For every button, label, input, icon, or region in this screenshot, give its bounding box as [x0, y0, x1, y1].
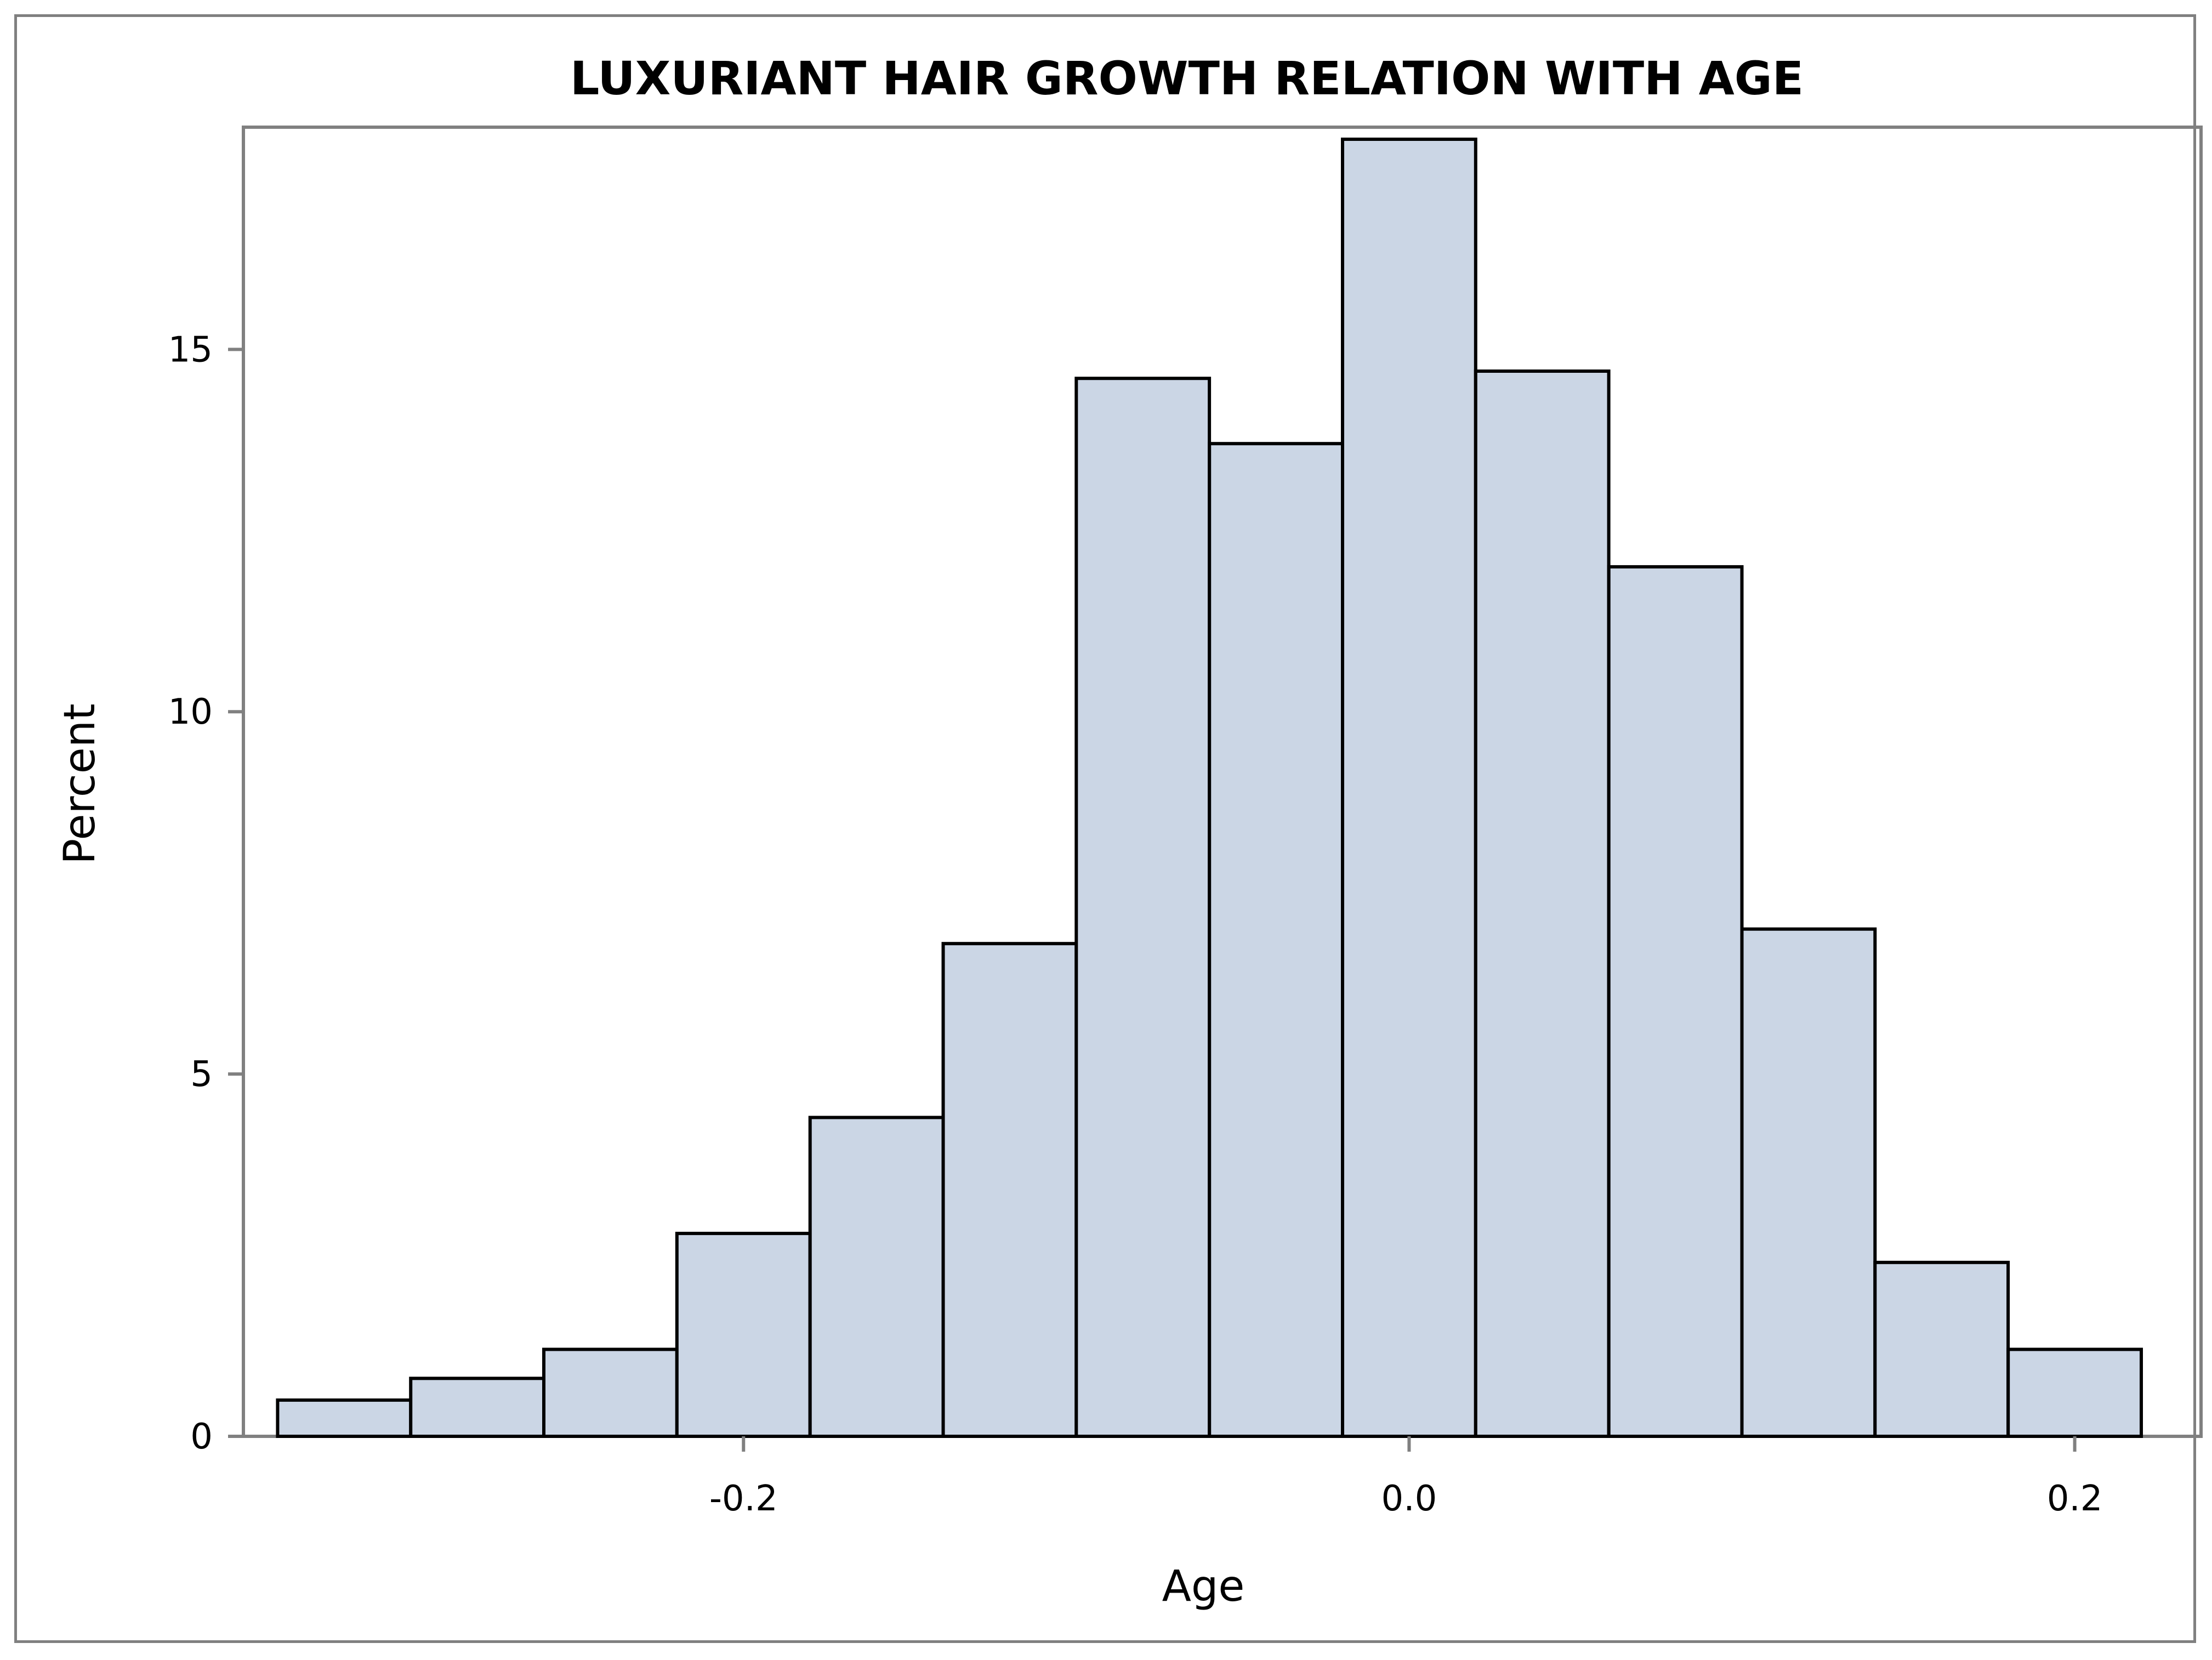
y-tick-label: 15 [168, 329, 213, 370]
x-axis: -0.2 0.0 0.2 [709, 1436, 2103, 1519]
x-tick-label: 0.2 [2047, 1479, 2103, 1519]
histogram-bar [675, 1231, 812, 1438]
y-axis-label: Percent [55, 703, 105, 865]
histogram-bar [1208, 442, 1344, 1439]
y-axis: 0 5 10 15 [168, 329, 243, 1457]
histogram-bar [1341, 138, 1477, 1438]
chart-title: LUXURIANT HAIR GROWTH RELATION WITH AGE [570, 52, 1804, 105]
histogram-bar [409, 1377, 546, 1439]
histogram-bar [2006, 1348, 2143, 1438]
y-tick-label: 10 [168, 692, 213, 732]
x-tick-label: -0.2 [709, 1479, 778, 1519]
histogram-bar [1474, 369, 1611, 1438]
x-tick-label: 0.0 [1381, 1479, 1437, 1519]
histogram-bar [276, 1398, 413, 1438]
histogram-bar [808, 1116, 945, 1438]
histogram-bars [276, 138, 2143, 1439]
histogram-bar [941, 942, 1078, 1438]
histogram-bar [1873, 1260, 2010, 1439]
y-tick-label: 5 [190, 1054, 213, 1095]
histogram-bar [542, 1348, 679, 1438]
y-tick-label: 0 [190, 1417, 213, 1457]
histogram-bar [1740, 927, 1877, 1438]
histogram-bar [1607, 565, 1744, 1438]
x-axis-label: Age [1162, 1562, 1245, 1611]
histogram-bar [1074, 377, 1212, 1439]
